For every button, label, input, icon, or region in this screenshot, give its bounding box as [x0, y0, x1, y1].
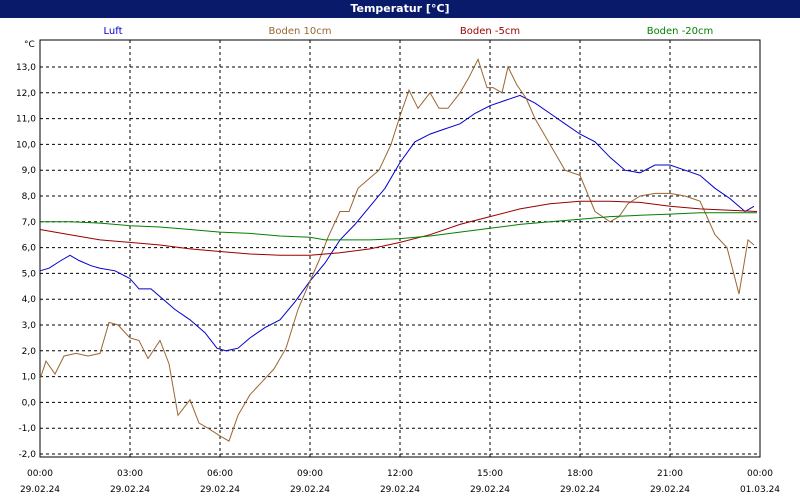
- x-tick-time: 15:00: [477, 469, 503, 479]
- y-tick-label: 7,0: [22, 218, 37, 228]
- legend: Luft Boden 10cm Boden -5cm Boden -20cm: [104, 26, 714, 37]
- plot-frame: [39, 39, 761, 458]
- legend-boden-20cm: Boden -20cm: [647, 26, 714, 37]
- x-tick-date: 29.02.24: [110, 485, 150, 495]
- y-tick-label: 0,0: [22, 398, 37, 408]
- y-tick-label: -1,0: [18, 424, 36, 434]
- series-line-luft: [39, 94, 755, 352]
- y-tick-label: 12,0: [16, 89, 36, 99]
- x-tick-date: 29.02.24: [650, 485, 690, 495]
- chart-title: Temperatur [°C]: [0, 0, 800, 18]
- legend-luft: Luft: [104, 26, 123, 37]
- legend-boden-10cm: Boden 10cm: [269, 26, 332, 37]
- x-tick-time: 18:00: [567, 469, 593, 479]
- y-tick-label: 4,0: [22, 295, 37, 305]
- y-tick-label: 11,0: [16, 115, 36, 125]
- y-tick-label: -2,0: [18, 450, 36, 460]
- x-tick-date: 29.02.24: [200, 485, 240, 495]
- y-tick-label: 13,0: [16, 63, 36, 73]
- grid: [40, 40, 760, 457]
- x-tick-time: 09:00: [297, 469, 323, 479]
- x-tick-time: 12:00: [387, 469, 413, 479]
- y-tick-label: 10,0: [16, 140, 36, 150]
- x-tick-date: 29.02.24: [560, 485, 600, 495]
- series-lines: [39, 57, 758, 442]
- y-tick-label: 3,0: [22, 321, 37, 331]
- x-tick-time: 21:00: [657, 469, 683, 479]
- legend-boden-5cm: Boden -5cm: [460, 26, 520, 37]
- x-tick-date: 29.02.24: [290, 485, 330, 495]
- series-line-boden-5cm: [39, 200, 758, 256]
- x-tick-date: 29.02.24: [380, 485, 420, 495]
- x-tick-date: 29.02.24: [20, 485, 60, 495]
- x-tick-date: 01.03.24: [740, 485, 780, 495]
- y-tick-label: 5,0: [22, 269, 37, 279]
- x-tick-time: 00:00: [747, 469, 773, 479]
- x-tick-date: 29.02.24: [470, 485, 510, 495]
- y-tick-label: 9,0: [22, 166, 37, 176]
- x-tick-time: 06:00: [207, 469, 233, 479]
- y-tick-label: 6,0: [22, 244, 37, 254]
- y-tick-label: 8,0: [22, 192, 37, 202]
- y-axis-unit: °C: [24, 40, 35, 50]
- axes: -2,0 -1,0 0,0 1,0 2,0 3,0 4,0 5,0 6,0 7,0 8,0 9,0 10…: [16, 39, 780, 495]
- series-line-boden-20cm: [40, 212, 757, 241]
- y-tick-label: 2,0: [22, 347, 37, 357]
- y-tick-label: 1,0: [22, 373, 37, 383]
- series-line-boden-10cm: [39, 57, 755, 442]
- x-tick-time: 03:00: [117, 469, 143, 479]
- x-tick-time: 00:00: [27, 469, 53, 479]
